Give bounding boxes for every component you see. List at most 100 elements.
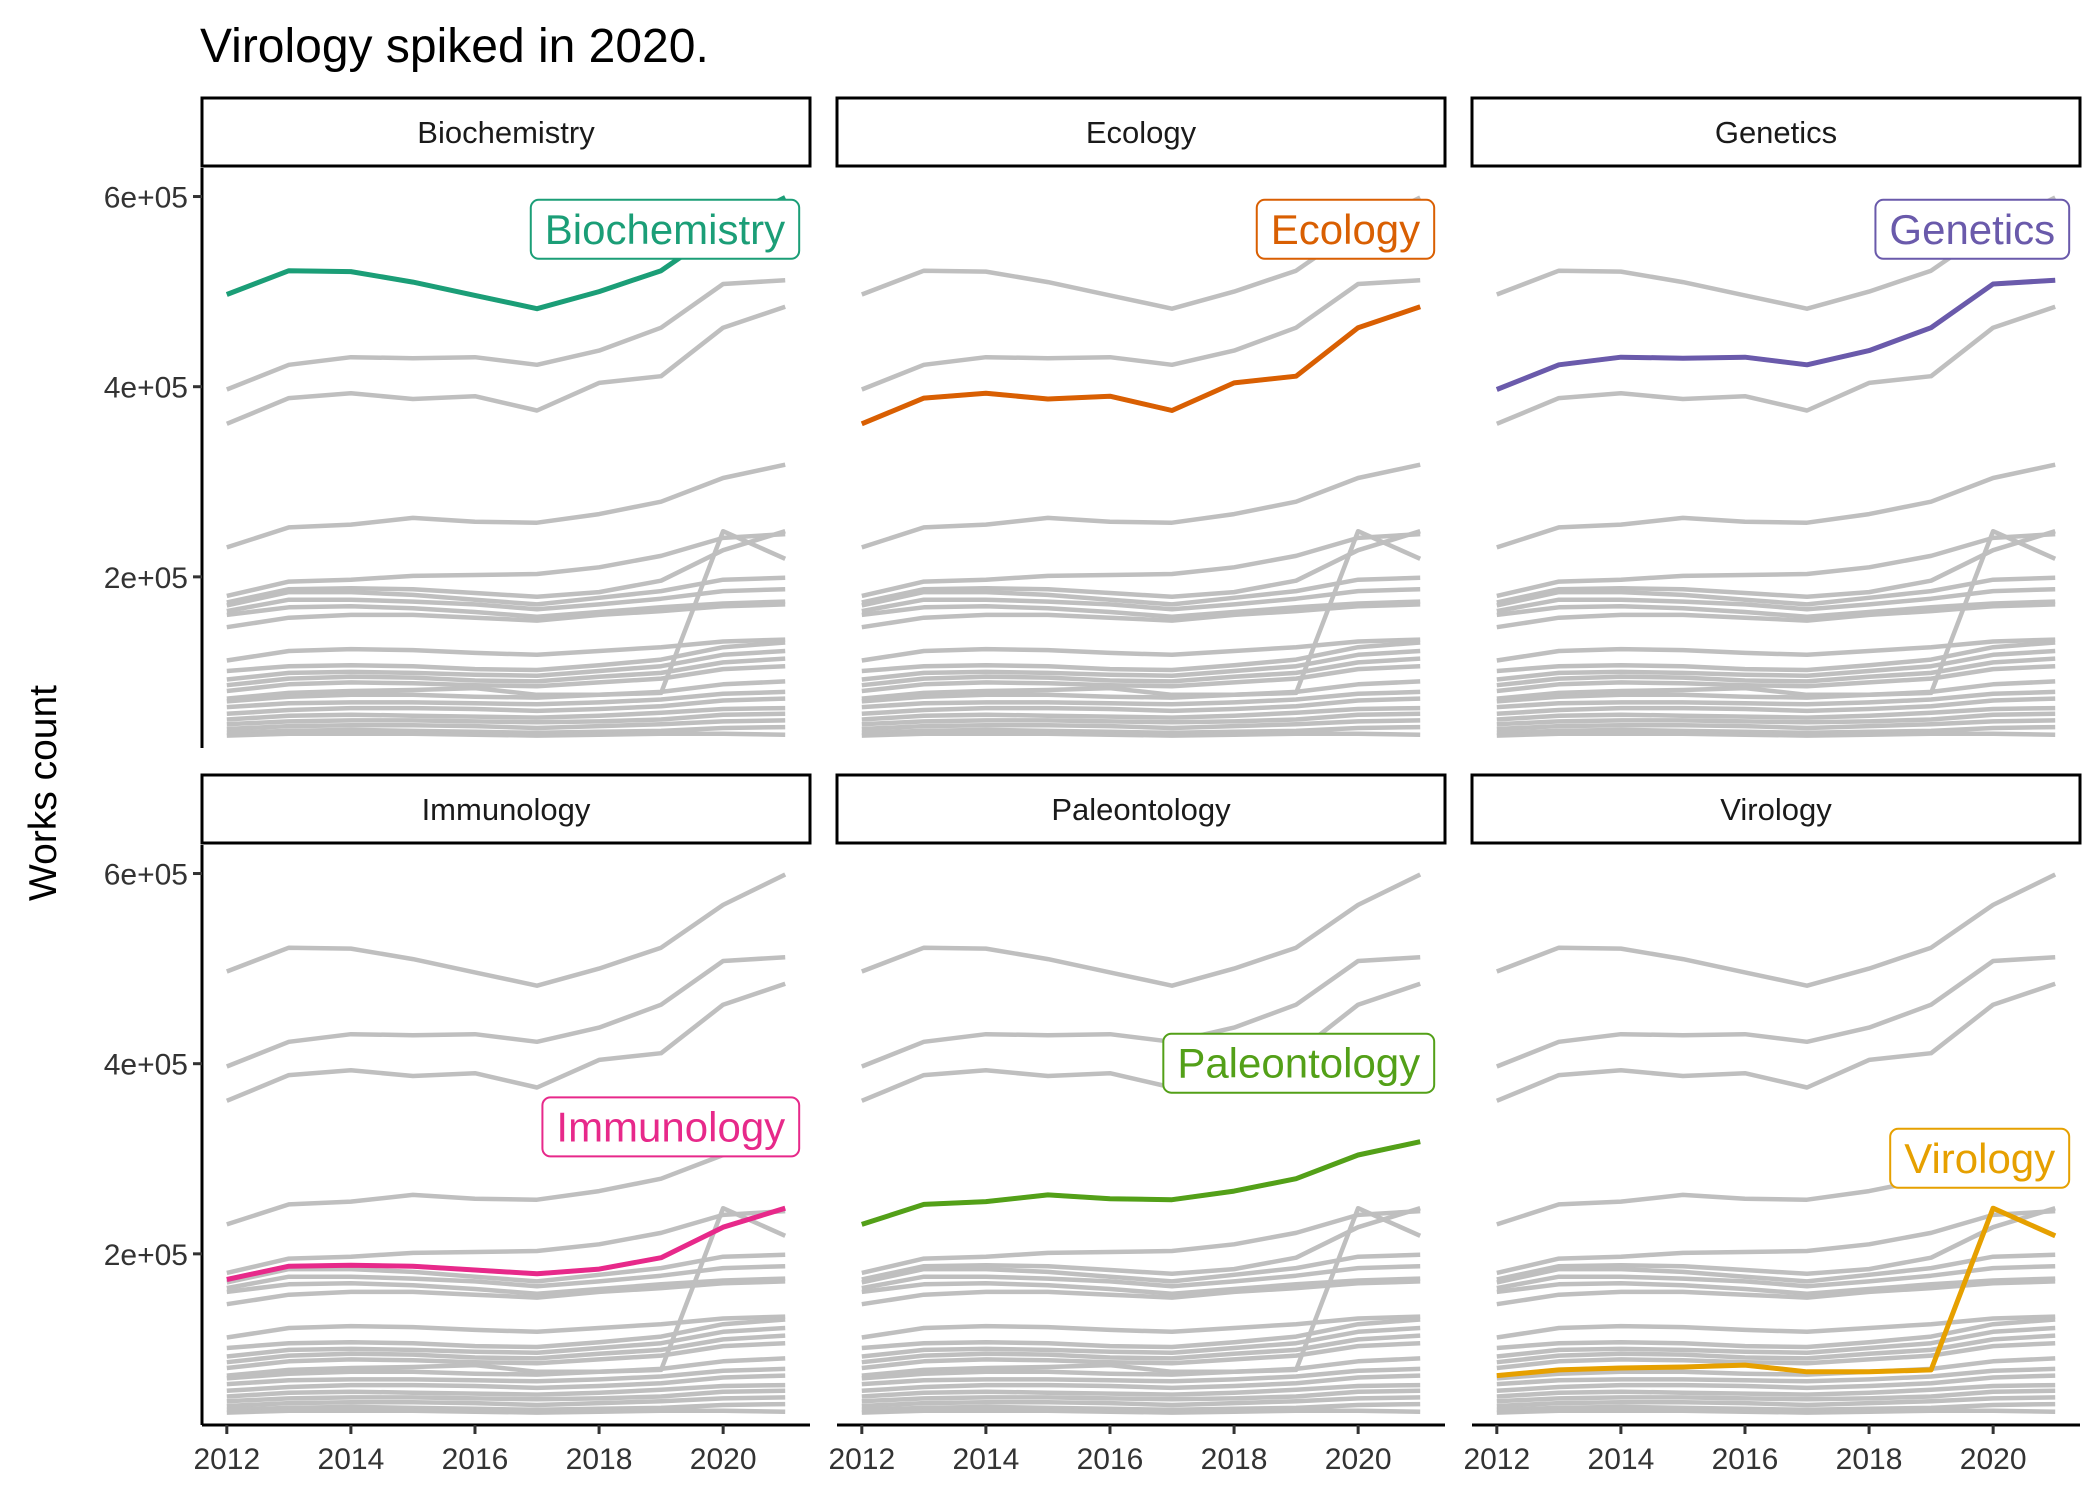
background-series-line [226,689,786,710]
background-series-line [1496,640,2056,674]
background-series-line [226,711,786,727]
background-series-line [861,586,1421,614]
background-series-line [861,679,1421,704]
x-tick-label: 2016 [442,1443,509,1476]
background-series-line [226,679,786,704]
y-axis-label: Works count [22,685,65,901]
background-series-line [861,724,1421,736]
panel-biochemistry: Biochemistry Biochemistry 2e+05 4e+05 6e+05 [104,96,812,748]
background-series-line [225,981,786,1103]
background-series-line [226,1373,786,1394]
background-series-line [226,462,786,550]
background-series-line [1496,1408,2056,1415]
background-series-line [1495,304,2056,426]
x-tick-label: 2018 [1836,1443,1903,1476]
background-series-line [860,277,1421,392]
background-series-line [1496,724,2056,736]
background-series-line [861,1208,1421,1276]
background-series-line [1496,1395,2056,1409]
background-series-line [1496,575,2056,608]
background-series-line [861,1373,1421,1394]
annotation-label: Genetics [1889,206,2055,253]
background-series-line [1496,711,2056,727]
facet-strip-label: Genetics [1715,115,1837,150]
background-series-line [861,711,1421,727]
background-series-line [861,462,1421,550]
background-series-line [860,981,1421,1103]
highlight-series-line [226,1205,786,1282]
background-series-line [1496,531,2056,599]
x-tick-label: 2018 [566,1443,633,1476]
background-series-line [1496,696,2056,717]
background-series-line [226,599,786,620]
background-series-line [861,656,1421,688]
background-series-line [1496,528,2057,701]
chart-title: Virology spiked in 2020. [200,20,709,73]
x-tick-label: 2014 [953,1443,1020,1476]
panel-genetics: Genetics Genetics [1470,96,2082,738]
background-series-line [861,1388,1421,1404]
background-series-line [226,637,786,663]
background-series-line [226,1325,786,1359]
y-tick-label: 2e+05 [104,562,188,595]
background-series-line [226,1252,786,1285]
background-series-line [1496,663,2056,694]
background-series-line [861,1333,1421,1365]
annotation-box [1162,1032,1436,1094]
annotation-label: Ecology [1271,206,1420,253]
background-series-line [226,731,786,738]
facet-strip-label: Paleontology [1051,792,1231,827]
annotation-label: Immunology [556,1103,785,1150]
background-series-line [861,1206,1421,1282]
background-series-line [1495,872,2057,988]
background-series-line [226,656,786,688]
background-series-line [1496,1206,2056,1282]
background-series-line [861,529,1421,605]
background-series-line [226,1139,786,1227]
background-series-line [226,640,786,674]
background-series-line [226,1366,786,1387]
background-series-line [226,1401,786,1413]
background-series-line [226,718,786,732]
background-series-line [861,1340,1421,1371]
background-series-line [861,1276,1421,1297]
background-series-line [226,1356,786,1381]
series-annotation: Paleontology [1162,1032,1436,1094]
annotation-label: Biochemistry [545,206,785,253]
background-series-line [1496,1366,2056,1387]
background-series-line [1496,637,2056,663]
background-series-line [226,1205,787,1378]
background-series-line [226,724,786,736]
background-series-line [1496,1382,2056,1399]
background-series-line [861,1317,1421,1351]
background-series-line [1496,656,2056,688]
background-series-line [861,1205,1422,1378]
background-series-line [861,689,1421,710]
background-series-line [226,1276,786,1297]
background-series-line [861,640,1421,674]
facet-strip [835,773,1447,845]
series-annotation: Immunology [541,1096,801,1158]
panel-immunology: Immunology Immunology 2e+05 4e+05 6e+05 2012 2… [104,773,812,1476]
background-series-line [226,705,786,722]
background-series-line [1496,1208,2056,1276]
background-series-line [861,1408,1421,1415]
x-tick-label: 2014 [1588,1443,1655,1476]
background-series-line [1496,1252,2056,1285]
background-series-line [1496,1356,2056,1381]
facet-panels: Biochemistry Biochemistry 2e+05 4e+05 6e+05 E… [104,96,2082,1476]
facet-strip-label: Immunology [422,792,591,827]
background-series-line [861,1395,1421,1409]
facet-strip [835,96,1447,168]
background-series-line [1495,981,2056,1103]
background-series-line [225,954,786,1069]
x-tick-label: 2012 [193,1443,260,1476]
panel-virology: Virology Virology 2012 2014 2016 2018 2020 [1463,773,2082,1476]
background-series-line [225,304,786,426]
facet-strip-label: Virology [1720,792,1832,827]
background-series-line [861,637,1421,663]
y-tick-label: 6e+05 [104,859,188,892]
background-series-line [861,718,1421,732]
background-series-line [226,575,786,608]
